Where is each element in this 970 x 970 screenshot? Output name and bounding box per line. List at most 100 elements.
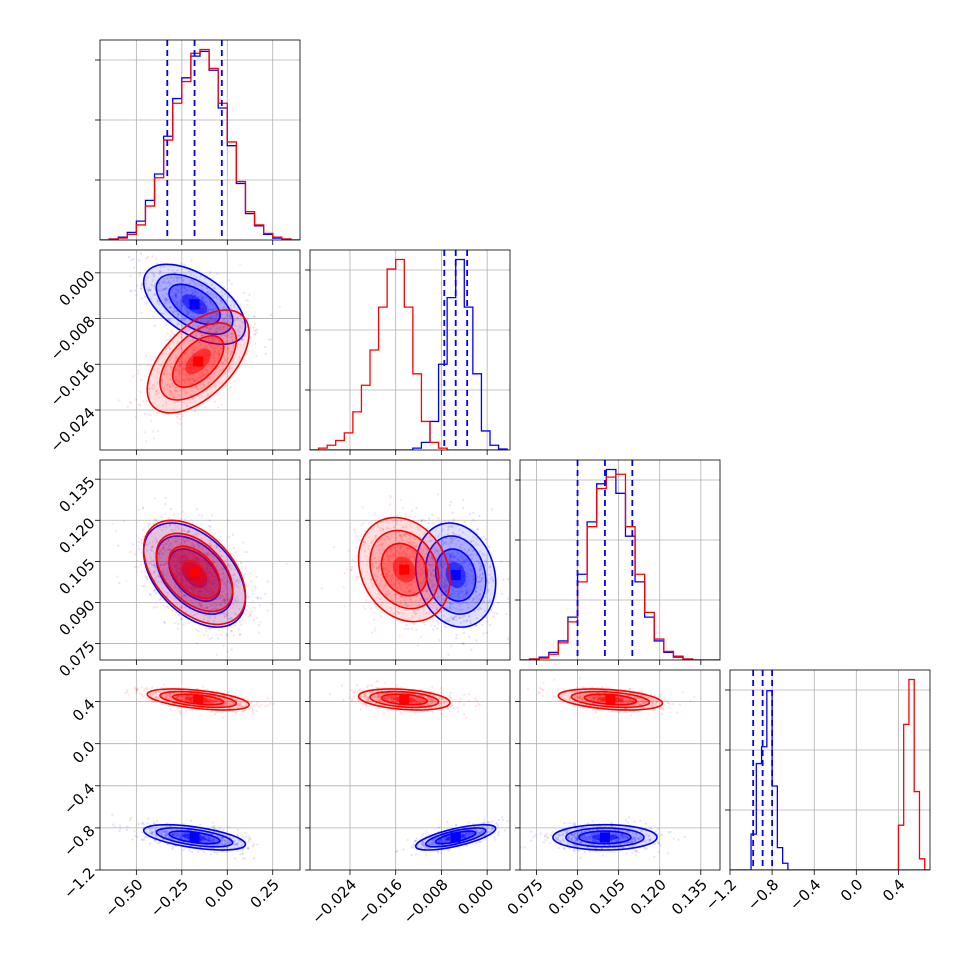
scatter-point bbox=[163, 621, 167, 625]
scatter-point bbox=[138, 364, 142, 367]
scatter-point bbox=[214, 383, 217, 386]
scatter-point bbox=[211, 575, 214, 578]
scatter-point bbox=[468, 513, 472, 516]
density-peak-series_a bbox=[189, 299, 200, 310]
scatter-point bbox=[449, 645, 453, 648]
scatter-point bbox=[174, 528, 177, 532]
scatter-point bbox=[183, 318, 186, 321]
scatter-point bbox=[213, 347, 216, 350]
scatter-point bbox=[431, 628, 435, 631]
scatter-point bbox=[196, 321, 199, 324]
scatter-point bbox=[269, 338, 273, 341]
scatter-point bbox=[206, 394, 209, 397]
scatter-point bbox=[207, 339, 211, 342]
scatter-point bbox=[225, 335, 229, 338]
scatter-point bbox=[183, 363, 186, 367]
scatter-point bbox=[215, 544, 218, 547]
scatter-point bbox=[231, 533, 235, 536]
scatter-point bbox=[239, 633, 242, 636]
scatter-point bbox=[191, 291, 195, 295]
scatter-point bbox=[139, 252, 143, 255]
scatter-point bbox=[206, 393, 210, 397]
histogram-step-series_a bbox=[310, 258, 508, 450]
scatter-point bbox=[224, 384, 227, 387]
scatter-point bbox=[177, 347, 180, 351]
scatter-point bbox=[137, 540, 141, 544]
scatter-point bbox=[415, 628, 418, 632]
scatter-point bbox=[229, 307, 233, 310]
scatter-point bbox=[215, 313, 219, 316]
scatter-point bbox=[169, 334, 172, 338]
scatter-point bbox=[221, 294, 224, 298]
scatter-point bbox=[236, 580, 239, 583]
scatter-point bbox=[222, 828, 225, 832]
scatter-point bbox=[215, 314, 218, 317]
scatter-point bbox=[114, 530, 118, 533]
scatter-point bbox=[164, 512, 167, 516]
scatter-point bbox=[175, 300, 178, 303]
scatter-point bbox=[200, 394, 204, 398]
scatter-point bbox=[187, 586, 190, 589]
scatter-point bbox=[168, 548, 172, 552]
scatter-point bbox=[179, 364, 182, 368]
scatter-point bbox=[213, 355, 217, 359]
scatter-point bbox=[174, 369, 178, 372]
scatter-point bbox=[198, 373, 201, 376]
scatter-point bbox=[227, 345, 231, 349]
scatter-point bbox=[145, 257, 148, 260]
scatter-point bbox=[204, 332, 207, 336]
scatter-point bbox=[188, 378, 191, 381]
scatter-point bbox=[169, 365, 173, 368]
scatter-point bbox=[217, 406, 220, 409]
scatter-point bbox=[241, 338, 244, 342]
scatter-point bbox=[185, 310, 188, 314]
scatter-point bbox=[189, 394, 192, 397]
scatter-point bbox=[197, 545, 200, 548]
scatter-point bbox=[170, 393, 173, 396]
scatter-point bbox=[233, 297, 236, 300]
scatter-point bbox=[146, 822, 149, 825]
scatter-point bbox=[492, 615, 495, 618]
scatter-point bbox=[195, 283, 198, 286]
scatter-point bbox=[256, 843, 259, 846]
scatter-point bbox=[155, 369, 158, 373]
scatter-point bbox=[195, 387, 199, 390]
scatter-point bbox=[200, 589, 203, 593]
scatter-point bbox=[189, 314, 193, 318]
scatter-point bbox=[204, 406, 207, 409]
scatter-point bbox=[204, 589, 208, 592]
scatter-point bbox=[117, 544, 120, 547]
scatter-point bbox=[160, 363, 163, 367]
scatter-point bbox=[197, 513, 201, 516]
scatter-point bbox=[214, 347, 218, 351]
scatter-point bbox=[208, 270, 212, 274]
scatter-point bbox=[254, 342, 257, 345]
scatter-point bbox=[398, 635, 401, 638]
scatter-point bbox=[210, 308, 213, 312]
scatter-point bbox=[449, 537, 453, 540]
scatter-point bbox=[220, 604, 223, 607]
scatter-point bbox=[205, 344, 208, 348]
scatter-point bbox=[118, 824, 122, 827]
scatter-point bbox=[343, 572, 347, 575]
scatter-point bbox=[248, 293, 251, 297]
scatter-point bbox=[207, 320, 210, 324]
scatter-point bbox=[342, 586, 345, 589]
scatter-point bbox=[133, 266, 136, 269]
scatter-point bbox=[163, 289, 166, 292]
scatter-point bbox=[178, 302, 181, 306]
scatter-point bbox=[173, 287, 176, 290]
scatter-point bbox=[389, 496, 393, 499]
scatter-point bbox=[211, 324, 214, 328]
scatter-point bbox=[216, 345, 220, 348]
scatter-point bbox=[219, 535, 222, 539]
scatter-point bbox=[213, 351, 217, 354]
scatter-point bbox=[131, 543, 135, 546]
scatter-point bbox=[178, 360, 181, 363]
scatter-point bbox=[176, 277, 179, 280]
scatter-point bbox=[184, 390, 187, 393]
scatter-point bbox=[161, 569, 164, 572]
scatter-point bbox=[197, 592, 200, 596]
scatter-point bbox=[211, 315, 214, 318]
scatter-point bbox=[195, 289, 199, 292]
